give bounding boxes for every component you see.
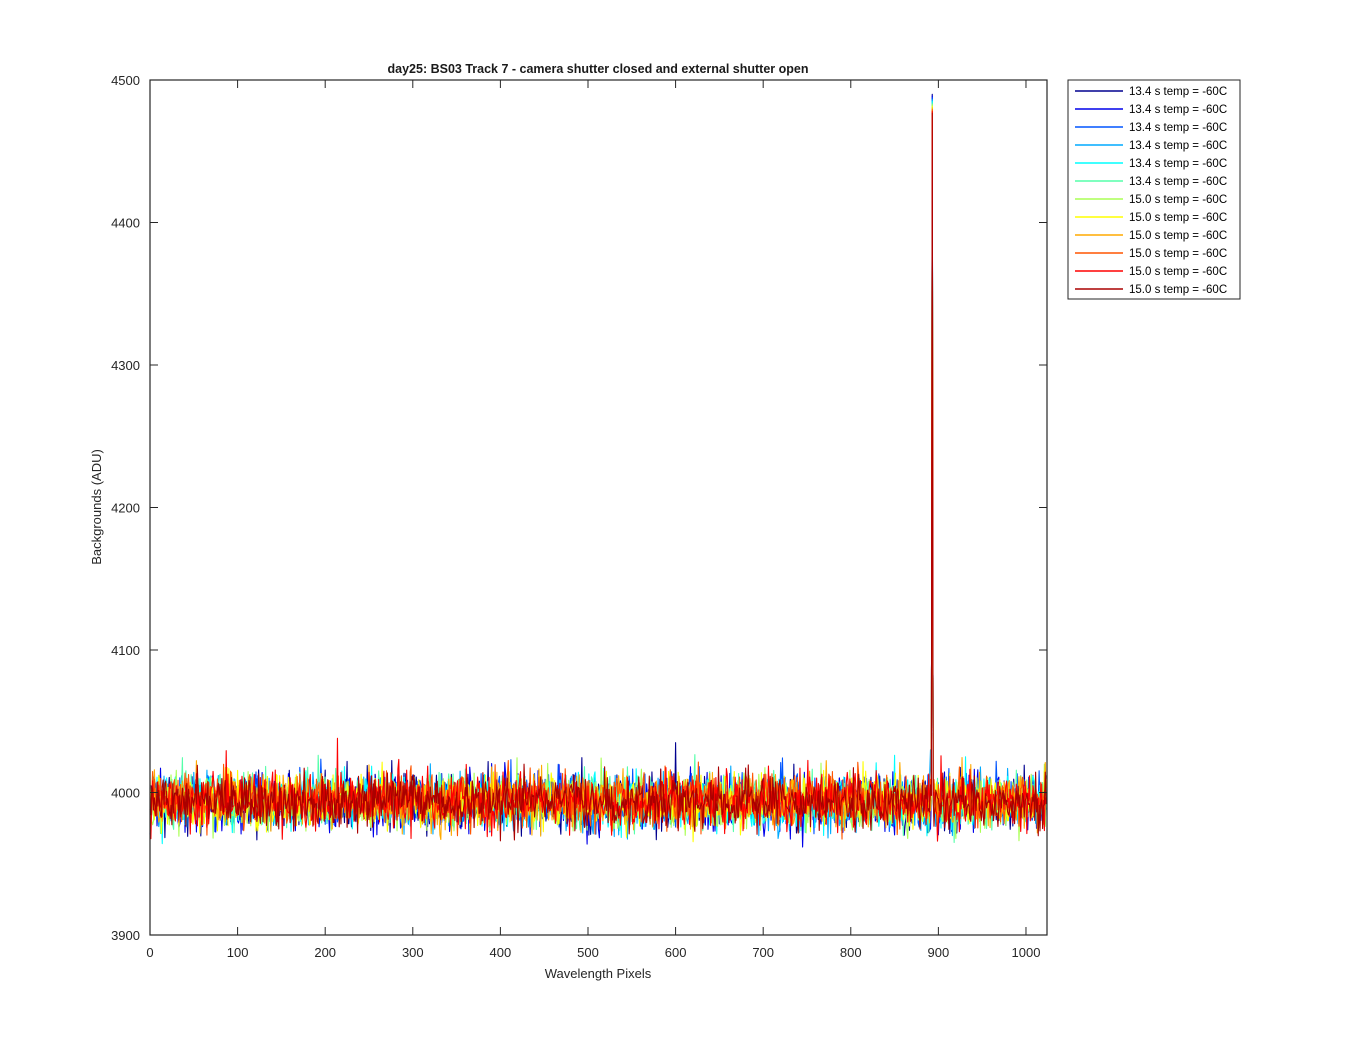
series-line-5: [149, 100, 1047, 845]
series-line-8: [149, 105, 1047, 843]
series-line-7: [149, 103, 1047, 842]
legend-label: 13.4 s temp = -60C: [1129, 158, 1227, 170]
legend-label: 13.4 s temp = -60C: [1129, 176, 1227, 188]
ticks-group: 0 100 200 300 400 500 600 700 800 900 1000 3900 4000…: [111, 73, 1047, 960]
y-tick-label: 4200: [111, 501, 140, 516]
series-line-6: [149, 102, 1047, 843]
legend-label: 15.0 s temp = -60C: [1129, 230, 1227, 242]
legend-label: 15.0 s temp = -60C: [1129, 266, 1227, 278]
x-axis-label: Wavelength Pixels: [545, 966, 652, 981]
x-tick-label: 400: [490, 945, 512, 960]
x-tick-label: 300: [402, 945, 424, 960]
series-line-9: [149, 107, 1047, 841]
series-group: [149, 93, 1047, 848]
x-tick-label: 1000: [1012, 945, 1041, 960]
legend-label: 15.0 s temp = -60C: [1129, 194, 1227, 206]
x-tick-label: 0: [146, 945, 153, 960]
legend-entries: 13.4 s temp = -60C 13.4 s temp = -60C 13.4…: [1075, 86, 1227, 296]
series-line-2: [149, 95, 1047, 848]
x-tick-label: 700: [752, 945, 774, 960]
x-tick-label: 600: [665, 945, 687, 960]
y-axis-label: Backgrounds (ADU): [89, 449, 104, 565]
y-tick-label: 4100: [111, 643, 140, 658]
plot-area: 0 100 200 300 400 500 600 700 800 900 1000 3900 4000…: [111, 73, 1048, 960]
legend-label: 15.0 s temp = -60C: [1129, 284, 1227, 296]
y-tick-label: 4400: [111, 216, 140, 231]
series-line-10: [149, 109, 1047, 840]
x-tick-label: 800: [840, 945, 862, 960]
series-line-12: [149, 112, 1047, 842]
x-tick-label: 200: [314, 945, 336, 960]
legend-box: [1067, 79, 1241, 300]
x-tick-label: 500: [577, 945, 599, 960]
x-tick-label: 100: [227, 945, 249, 960]
chart-title: day25: BS03 Track 7 - camera shutter clo…: [388, 62, 809, 76]
series-line-11: [149, 110, 1047, 842]
legend-label: 13.4 s temp = -60C: [1129, 122, 1227, 134]
legend-label: 13.4 s temp = -60C: [1129, 86, 1227, 98]
series-line-4: [149, 98, 1047, 840]
legend-label: 15.0 s temp = -60C: [1129, 248, 1227, 260]
legend: 13.4 s temp = -60C 13.4 s temp = -60C 13.4…: [1067, 79, 1241, 300]
y-tick-label: 3900: [111, 928, 140, 943]
legend-label: 13.4 s temp = -60C: [1129, 104, 1227, 116]
y-tick-label: 4300: [111, 358, 140, 373]
y-tick-label: 4500: [111, 73, 140, 88]
series-line-3: [149, 97, 1047, 835]
series-line-1: [149, 93, 1047, 841]
y-tick-label: 4000: [111, 786, 140, 801]
x-tick-label: 900: [928, 945, 950, 960]
legend-label: 15.0 s temp = -60C: [1129, 212, 1227, 224]
legend-label: 13.4 s temp = -60C: [1129, 140, 1227, 152]
